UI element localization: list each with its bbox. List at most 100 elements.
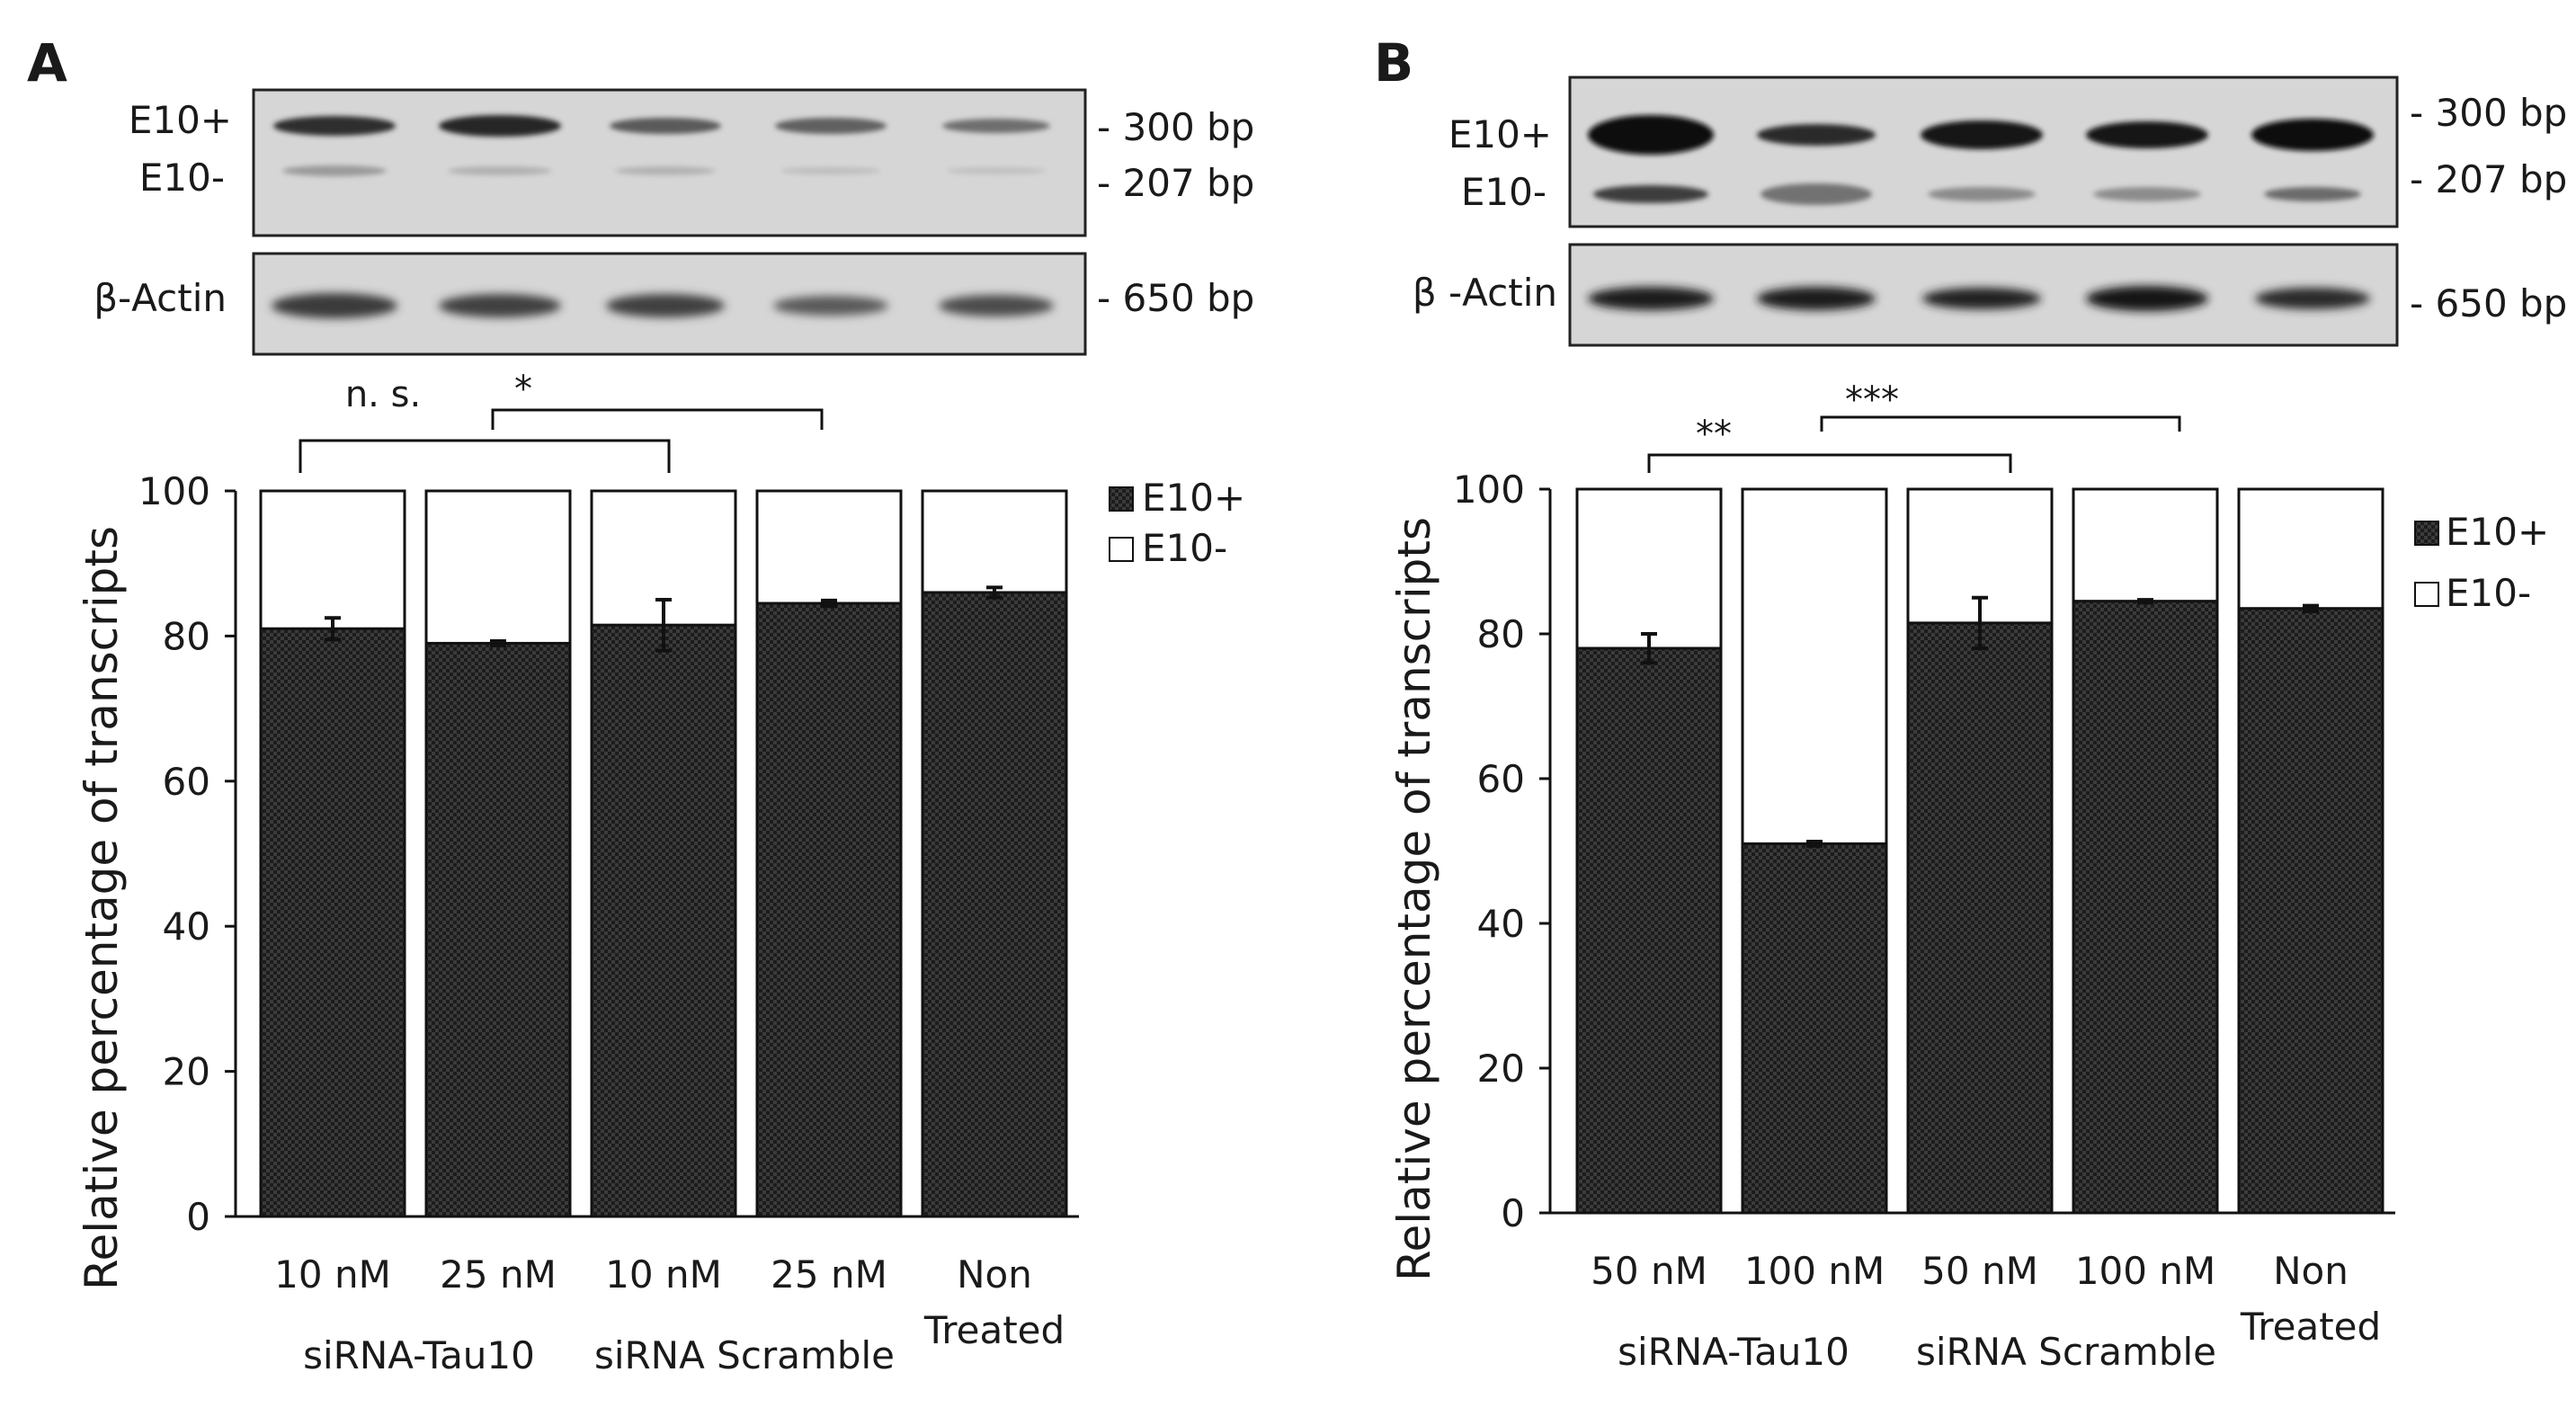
chart-b-group-label-tau10: siRNA-Tau10 bbox=[1618, 1330, 1850, 1374]
chart-a-x-ticks: 10 nM 25 nM 10 nM 25 nM Non Treated bbox=[274, 1252, 1065, 1352]
y-tick-label: 0 bbox=[186, 1195, 210, 1239]
gel-band bbox=[439, 115, 561, 137]
gel-band bbox=[610, 118, 721, 134]
bar-e10plus bbox=[259, 627, 406, 1218]
chart-b-legend-swatch-e10plus bbox=[2414, 521, 2439, 546]
chart-a-y-axis-title: Relative percentage of transcripts bbox=[76, 526, 128, 1290]
chart-a-legend-e10plus: E10+ bbox=[1142, 476, 1245, 520]
x-tick-label: 25 nM bbox=[440, 1252, 557, 1297]
gel-a-actin-bands bbox=[272, 293, 1054, 318]
gel-band bbox=[439, 294, 561, 317]
gel-band bbox=[942, 119, 1050, 133]
gel-b-top-bands bbox=[1588, 115, 2374, 205]
bar-e10plus bbox=[921, 591, 1068, 1218]
chart-b-error-bars bbox=[1641, 595, 2319, 848]
gel-band bbox=[272, 293, 397, 318]
gel-a-size-207: - 207 bp bbox=[1097, 161, 1254, 205]
chart-b-legend-swatch-e10minus bbox=[2414, 582, 2439, 607]
gel-band bbox=[2251, 119, 2374, 151]
chart-a-sig-label-star: * bbox=[514, 369, 532, 410]
gel-band bbox=[2255, 288, 2370, 309]
y-tick-label: 40 bbox=[1477, 902, 1525, 946]
x-tick-label: Non Treated bbox=[923, 1252, 1065, 1352]
x-tick-label: 100 nM bbox=[1744, 1249, 1885, 1293]
gel-band bbox=[1757, 124, 1876, 146]
gel-a-label-e10minus: E10- bbox=[139, 156, 225, 200]
gel-band bbox=[273, 116, 396, 136]
gel-a-size-300: - 300 bp bbox=[1097, 105, 1254, 149]
chart-a-sig-bracket-ns bbox=[299, 439, 671, 473]
y-tick-label: 0 bbox=[1501, 1191, 1525, 1235]
bar-e10minus bbox=[1575, 487, 1723, 650]
chart-b-group-label-scramble: siRNA Scramble bbox=[1916, 1330, 2216, 1374]
chart-b-sig-bracket-3star bbox=[1820, 415, 2181, 432]
bar-e10plus bbox=[755, 602, 903, 1218]
x-tick-label: 10 nM bbox=[605, 1252, 722, 1297]
panel-letter-a: A bbox=[27, 32, 67, 94]
gel-b-label-actin: β -Actin bbox=[1413, 271, 1557, 315]
x-tick-label: 25 nM bbox=[771, 1252, 887, 1297]
y-tick-label: 20 bbox=[1477, 1047, 1525, 1091]
gel-band bbox=[1928, 187, 2036, 201]
y-tick-label: 100 bbox=[1453, 468, 1525, 512]
gel-b: E10+ E10- β -Actin - 300 bp - 207 bp - 6… bbox=[1413, 76, 2567, 347]
x-tick-label: 10 nM bbox=[274, 1252, 391, 1297]
bar-e10plus bbox=[1906, 621, 2054, 1215]
y-tick-label: 80 bbox=[1477, 612, 1525, 656]
gel-band bbox=[946, 167, 1047, 174]
gel-b-size-650: - 650 bp bbox=[2410, 281, 2567, 325]
bar-e10minus bbox=[755, 489, 903, 605]
bar-e10plus bbox=[2237, 607, 2384, 1215]
chart-b-bars bbox=[1575, 487, 2384, 1215]
chart-a: Relative percentage of transcripts 0 20 40… bbox=[76, 369, 1245, 1377]
gel-band bbox=[448, 166, 552, 175]
bar-e10minus bbox=[2072, 487, 2219, 603]
gel-band bbox=[1921, 120, 2043, 149]
bar-e10minus bbox=[424, 489, 572, 645]
chart-a-error-bars bbox=[325, 585, 1003, 653]
bar-e10plus bbox=[590, 623, 737, 1218]
x-tick-label: 100 nM bbox=[2075, 1249, 2215, 1293]
chart-b-legend-e10minus: E10- bbox=[2446, 571, 2531, 615]
gel-b-top-box bbox=[1568, 76, 2399, 228]
gel-a-label-actin: β-Actin bbox=[94, 276, 227, 320]
gel-band bbox=[775, 118, 887, 134]
gel-a-top-box bbox=[252, 88, 1087, 237]
bar-e10minus bbox=[921, 489, 1068, 594]
bar-e10minus bbox=[2237, 487, 2384, 610]
gel-a-size-650: - 650 bp bbox=[1097, 276, 1254, 320]
chart-a-group-label-scramble: siRNA Scramble bbox=[594, 1333, 895, 1377]
gel-band bbox=[1922, 288, 2041, 309]
gel-b-size-207: - 207 bp bbox=[2410, 157, 2567, 201]
x-tick-label: 50 nM bbox=[1921, 1249, 2038, 1293]
y-tick-label: 20 bbox=[163, 1050, 210, 1094]
gel-band bbox=[1593, 185, 1708, 203]
gel-band bbox=[2086, 121, 2208, 148]
bar-e10minus bbox=[259, 489, 406, 630]
y-tick-label: 80 bbox=[163, 614, 210, 658]
gel-band bbox=[773, 296, 888, 316]
y-tick-label: 60 bbox=[1477, 757, 1525, 801]
chart-a-legend-swatch-e10minus bbox=[1109, 537, 1134, 562]
gel-band bbox=[939, 295, 1054, 316]
gel-b-label-e10plus: E10+ bbox=[1448, 112, 1552, 156]
chart-b-sig-bracket-2star bbox=[1647, 453, 2012, 473]
gel-b-size-300: - 300 bp bbox=[2410, 91, 2567, 135]
gel-band bbox=[2264, 187, 2361, 201]
panel-b: B E10+ E10- β -Actin - 300 bp - 207 bp -… bbox=[1374, 32, 2567, 1374]
gel-band bbox=[2086, 286, 2208, 311]
x-tick-label: 50 nM bbox=[1591, 1249, 1707, 1293]
chart-b-y-axis-title: Relative percentage of transcripts bbox=[1388, 517, 1440, 1281]
chart-a-legend-e10minus: E10- bbox=[1142, 526, 1227, 570]
chart-a-sig-bracket-star bbox=[491, 408, 824, 430]
gel-band bbox=[1588, 115, 1714, 155]
gel-a-top-bands bbox=[273, 115, 1050, 176]
y-tick-label: 40 bbox=[163, 905, 210, 949]
gel-b-label-e10minus: E10- bbox=[1461, 170, 1546, 214]
gel-b-actin-bands bbox=[1588, 286, 2370, 311]
chart-b-sig-label-2star: ** bbox=[1696, 414, 1732, 455]
y-tick-label: 60 bbox=[163, 760, 210, 804]
panel-letter-b: B bbox=[1374, 32, 1413, 94]
gel-band bbox=[2093, 187, 2201, 201]
